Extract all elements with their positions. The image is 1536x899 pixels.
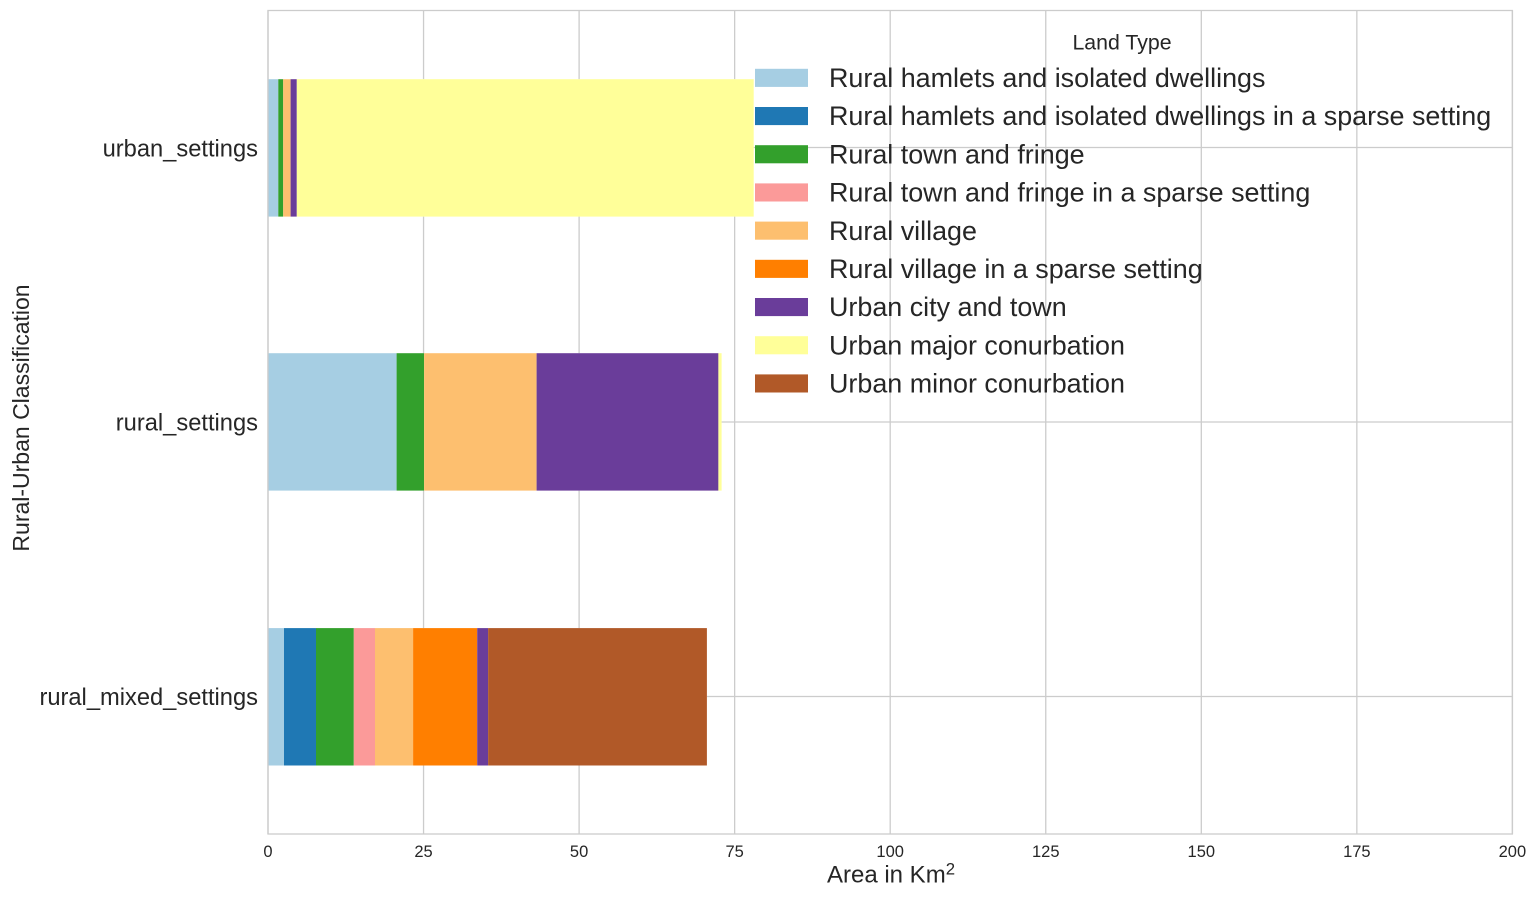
svg-text:Rural village in a sparse sett: Rural village in a sparse setting — [829, 254, 1203, 284]
svg-text:rural_settings: rural_settings — [116, 410, 258, 436]
svg-text:150: 150 — [1188, 843, 1216, 861]
svg-text:Rural village: Rural village — [829, 216, 977, 246]
svg-text:125: 125 — [1032, 843, 1060, 861]
svg-text:Land Type: Land Type — [1072, 31, 1171, 55]
svg-text:Rural-Urban Classification: Rural-Urban Classification — [8, 284, 34, 551]
svg-text:100: 100 — [876, 843, 904, 861]
svg-text:Urban minor conurbation: Urban minor conurbation — [829, 369, 1125, 399]
svg-text:Area in Km2: Area in Km2 — [827, 859, 955, 888]
svg-text:Rural town and fringe in a spa: Rural town and fringe in a sparse settin… — [829, 178, 1310, 208]
svg-text:Rural hamlets and isolated dwe: Rural hamlets and isolated dwellings — [829, 63, 1265, 93]
svg-text:Rural town and fringe: Rural town and fringe — [829, 139, 1085, 169]
svg-text:25: 25 — [414, 843, 432, 861]
svg-text:50: 50 — [570, 843, 588, 861]
svg-text:urban_settings: urban_settings — [103, 136, 258, 162]
svg-text:rural_mixed_settings: rural_mixed_settings — [39, 685, 258, 711]
svg-text:175: 175 — [1343, 843, 1371, 861]
svg-text:Urban city and town: Urban city and town — [829, 292, 1067, 322]
svg-text:0: 0 — [263, 843, 272, 861]
svg-text:Rural hamlets and isolated dwe: Rural hamlets and isolated dwellings in … — [829, 101, 1491, 131]
svg-text:75: 75 — [725, 843, 743, 861]
svg-text:200: 200 — [1499, 843, 1527, 861]
svg-text:Urban major conurbation: Urban major conurbation — [829, 330, 1125, 360]
